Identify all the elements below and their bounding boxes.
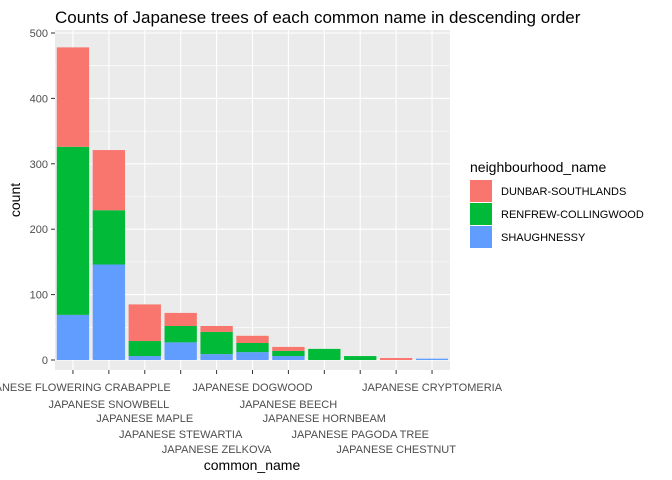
legend-title: neighbourhood_name bbox=[470, 159, 606, 175]
legend-label: SHAUGHNESSY bbox=[501, 232, 586, 244]
bar-segment bbox=[56, 146, 90, 315]
y-tick-label: 0 bbox=[42, 355, 48, 367]
x-tick-label: JAPANESE PAGODA TREE bbox=[291, 429, 429, 441]
x-tick-label: JAPANESE CHESTNUT bbox=[336, 444, 456, 456]
bar-segment bbox=[200, 331, 233, 355]
bar-segment bbox=[128, 304, 161, 342]
legend-key bbox=[470, 226, 492, 248]
y-tick-label: 400 bbox=[30, 93, 48, 105]
x-axis-ticks: JAPANESE FLOWERING CRABAPPLE JAPANESE SNO… bbox=[0, 370, 503, 456]
x-tick-label: JAPANESE FLOWERING CRABAPPLE bbox=[0, 382, 171, 394]
y-axis-title: count bbox=[7, 183, 23, 217]
x-tick-label: JAPANESE MAPLE bbox=[96, 413, 193, 425]
legend-key bbox=[470, 203, 492, 225]
bar-segment bbox=[92, 264, 126, 360]
bar-segment bbox=[92, 210, 126, 265]
bar-segment bbox=[56, 47, 90, 147]
legend-key bbox=[470, 180, 492, 202]
bar-segment bbox=[92, 150, 126, 211]
bar-segment bbox=[200, 354, 233, 360]
x-tick-label: JAPANESE BEECH bbox=[240, 399, 338, 411]
bar-segment bbox=[272, 346, 305, 351]
bar-segment bbox=[164, 342, 197, 360]
x-axis-title: common_name bbox=[204, 457, 301, 473]
legend-label: RENFREW-COLLINGWOOD bbox=[501, 209, 644, 221]
legend-label: DUNBAR-SOUTHLANDS bbox=[501, 186, 626, 198]
bar-segment bbox=[236, 352, 269, 360]
bar-segment bbox=[344, 356, 377, 360]
bar-segment bbox=[200, 325, 233, 332]
x-tick-label: JAPANESE CRYPTOMERIA bbox=[362, 382, 503, 394]
x-tick-label: JAPANESE HORNBEAM bbox=[263, 413, 386, 425]
y-tick-label: 300 bbox=[30, 159, 48, 171]
legend-items: DUNBAR-SOUTHLANDS RENFREW-COLLINGWOOD SHAU… bbox=[470, 180, 644, 248]
x-tick-label: JAPANESE SNOWBELL bbox=[48, 399, 169, 411]
bar-segment bbox=[164, 312, 197, 326]
y-axis-ticks: 0 100 200 300 400 500 bbox=[30, 28, 55, 367]
y-tick-label: 100 bbox=[30, 290, 48, 302]
legend: neighbourhood_name DUNBAR-SOUTHLANDS RENF… bbox=[470, 159, 644, 248]
bar-segment bbox=[128, 341, 161, 357]
bar-segment bbox=[308, 348, 341, 360]
bar-segment bbox=[236, 335, 269, 343]
y-tick-label: 200 bbox=[30, 224, 48, 236]
x-tick-label: JAPANESE ZELKOVA bbox=[162, 444, 272, 456]
bar-segment bbox=[236, 342, 269, 353]
bar-segment bbox=[379, 358, 413, 360]
bar-segment bbox=[272, 356, 305, 360]
bar-segment bbox=[415, 358, 449, 360]
bar-segment bbox=[128, 356, 161, 360]
bars bbox=[56, 47, 449, 360]
x-tick-label: JAPANESE DOGWOOD bbox=[192, 382, 312, 394]
bar-segment bbox=[56, 314, 90, 360]
bar-segment bbox=[164, 325, 197, 343]
chart-title: Counts of Japanese trees of each common … bbox=[55, 8, 581, 27]
bar-segment bbox=[272, 350, 305, 357]
x-tick-label: JAPANESE STEWARTIA bbox=[119, 429, 243, 441]
y-tick-label: 500 bbox=[30, 28, 48, 40]
